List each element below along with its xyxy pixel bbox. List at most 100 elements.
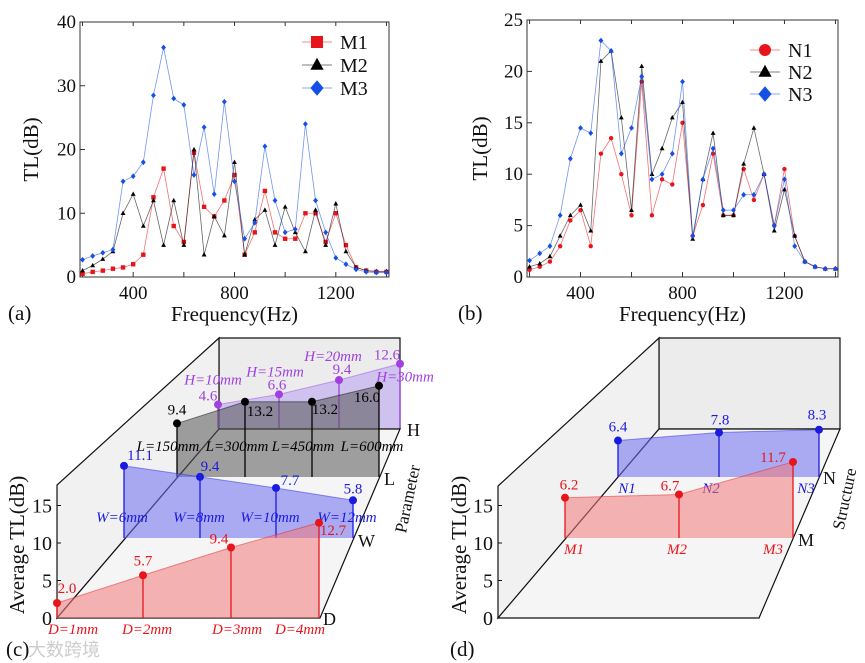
data-point-M1 [282,236,288,241]
data-point-N2 [547,253,553,259]
value-label: 5.8 [344,481,363,497]
data-point-N1 [578,207,583,213]
data-point-N1 [557,243,563,249]
legend-label: N3 [788,84,812,106]
data-point-N2 [659,145,665,151]
series-line-N1 [529,81,836,271]
data-point-M1 [343,242,349,248]
legend-marker-N2 [758,64,772,77]
data-point-M2 [211,213,217,219]
data-point-N3 [751,191,757,198]
data-point-N2 [771,228,777,233]
data-point-N1 [629,213,634,218]
y-axis-label: Average TL(dB) [447,476,471,615]
data-point-M3 [171,95,177,102]
data-point-N2 [639,63,645,69]
data-point-N1 [608,136,614,141]
data-point-N3 [567,155,573,162]
area-W [124,465,353,538]
data-point-N3 [669,150,675,157]
data-point-N2 [618,115,624,120]
data-point-L [241,397,249,406]
data-point-M2 [232,159,237,165]
data-point-N3 [812,263,818,270]
data-point-N [815,425,823,434]
y-tick-label: 0 [514,267,524,288]
data-point-N3 [659,171,665,178]
category-label: H=20mm [303,349,362,365]
y-tick-label: 5 [42,571,52,593]
value-label: 7.8 [711,413,730,429]
legend-label: M1 [340,32,368,54]
data-point-M1 [323,239,328,245]
data-point-M2 [181,242,187,247]
row-letter: N [823,468,836,488]
data-point-N2 [741,161,747,166]
x-tick-label: 1200 [765,283,803,304]
data-point-N2 [782,186,787,192]
data-point-N [715,428,723,437]
x-tick-label: 400 [566,283,595,304]
value-label: 5.7 [134,553,153,569]
data-point-M3 [232,178,237,185]
data-point-M2 [130,191,136,196]
value-label: 12.6 [374,348,401,364]
data-point-M1 [293,236,298,241]
data-point-N1 [527,267,532,273]
data-point-N3 [782,176,787,183]
y-axis-label: TL(dB) [19,117,43,181]
data-point-N2 [649,171,655,176]
data-point-N3 [608,47,614,54]
data-point-N3 [741,191,747,198]
data-point-N3 [710,145,716,152]
line-L [176,385,380,424]
data-point-M3 [80,256,85,263]
data-point-M1 [130,262,136,267]
y-tick-label: 20 [504,61,523,82]
data-point-M1 [333,211,339,216]
legend-marker-M3 [310,80,324,96]
line-H [217,363,401,406]
data-point-W [120,461,128,470]
panel-label: (a) [8,301,31,325]
data-point-N3 [547,243,553,250]
data-point-M2 [313,207,318,212]
series-line-M1 [82,152,387,275]
data-point-M3 [343,261,349,268]
data-point-M [675,490,683,499]
data-point-M3 [292,226,298,233]
panel-label: (c) [6,637,29,661]
data-point-N2 [578,202,583,207]
value-label: 11.7 [760,450,786,466]
data-point-M2 [191,146,197,152]
data-point-D [315,518,323,527]
category-label: W=6mm [96,510,148,526]
data-point-M3 [140,159,146,166]
y-tick-label: 15 [504,113,523,134]
data-point-M1 [272,230,278,235]
data-point-M2 [201,252,207,257]
y-tick-label: 5 [483,571,493,593]
value-label: 6.7 [661,478,680,494]
panel-label: (b) [458,301,483,325]
y-tick-label: 10 [473,533,493,555]
data-point-M3 [353,266,359,273]
data-point-M1 [151,195,156,200]
data-point-M2 [242,252,248,257]
data-point-D [227,543,235,552]
y-axis-label: TL(dB) [468,116,492,180]
data-point-M2 [100,256,106,261]
x-axis-label: Frequency(Hz) [619,302,746,326]
data-point-M1 [232,172,237,178]
data-point-M2 [221,232,227,238]
data-point-M3 [100,249,106,256]
y-tick-label: 10 [32,533,52,555]
data-point-N1 [588,243,593,249]
x-axis-label: Frequency(Hz) [171,302,298,326]
y-tick-label: 10 [504,164,523,185]
value-label: 6.4 [609,420,628,436]
value-label: 11.1 [127,448,153,464]
legend-marker-M2 [310,57,324,70]
y-tick-label: 5 [514,216,524,237]
